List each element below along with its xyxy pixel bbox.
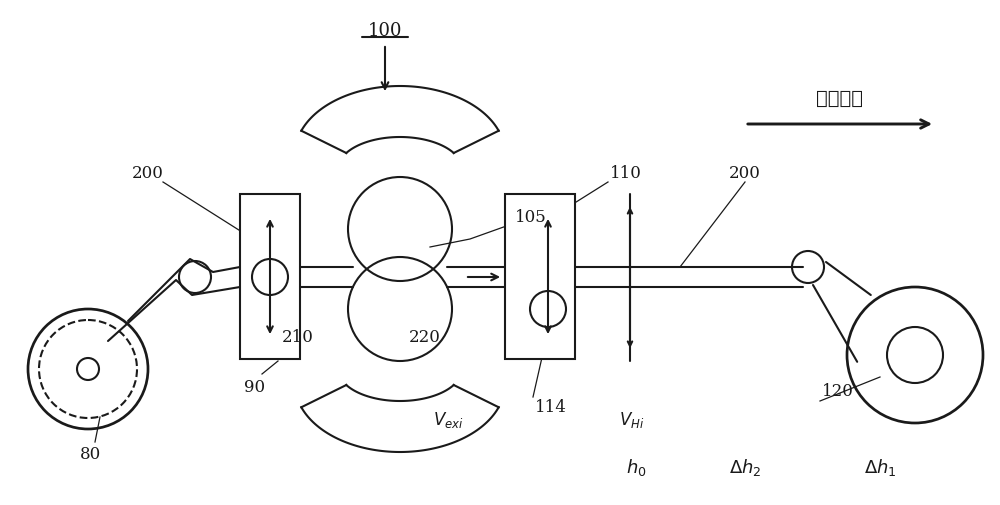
Text: 100: 100 (368, 22, 402, 40)
Text: 105: 105 (515, 209, 547, 226)
Text: 80: 80 (79, 445, 101, 463)
Text: $h_0$: $h_0$ (626, 457, 646, 478)
Text: 114: 114 (535, 399, 567, 416)
Text: $\Delta h_1$: $\Delta h_1$ (864, 457, 896, 478)
Text: $\Delta h_2$: $\Delta h_2$ (729, 457, 761, 478)
Text: $V_{exi}$: $V_{exi}$ (433, 409, 463, 429)
Bar (240, 194, 300, 359)
Text: $V_{Hi}$: $V_{Hi}$ (619, 409, 645, 429)
Text: 90: 90 (244, 379, 266, 396)
Text: 200: 200 (729, 164, 761, 181)
Text: 轧制方向: 轧制方向 (816, 88, 863, 107)
Text: 200: 200 (132, 164, 164, 181)
Text: 210: 210 (282, 329, 314, 346)
Text: 120: 120 (822, 383, 854, 400)
Text: 110: 110 (610, 164, 642, 181)
Text: 220: 220 (409, 329, 441, 346)
Bar (505, 194, 575, 359)
